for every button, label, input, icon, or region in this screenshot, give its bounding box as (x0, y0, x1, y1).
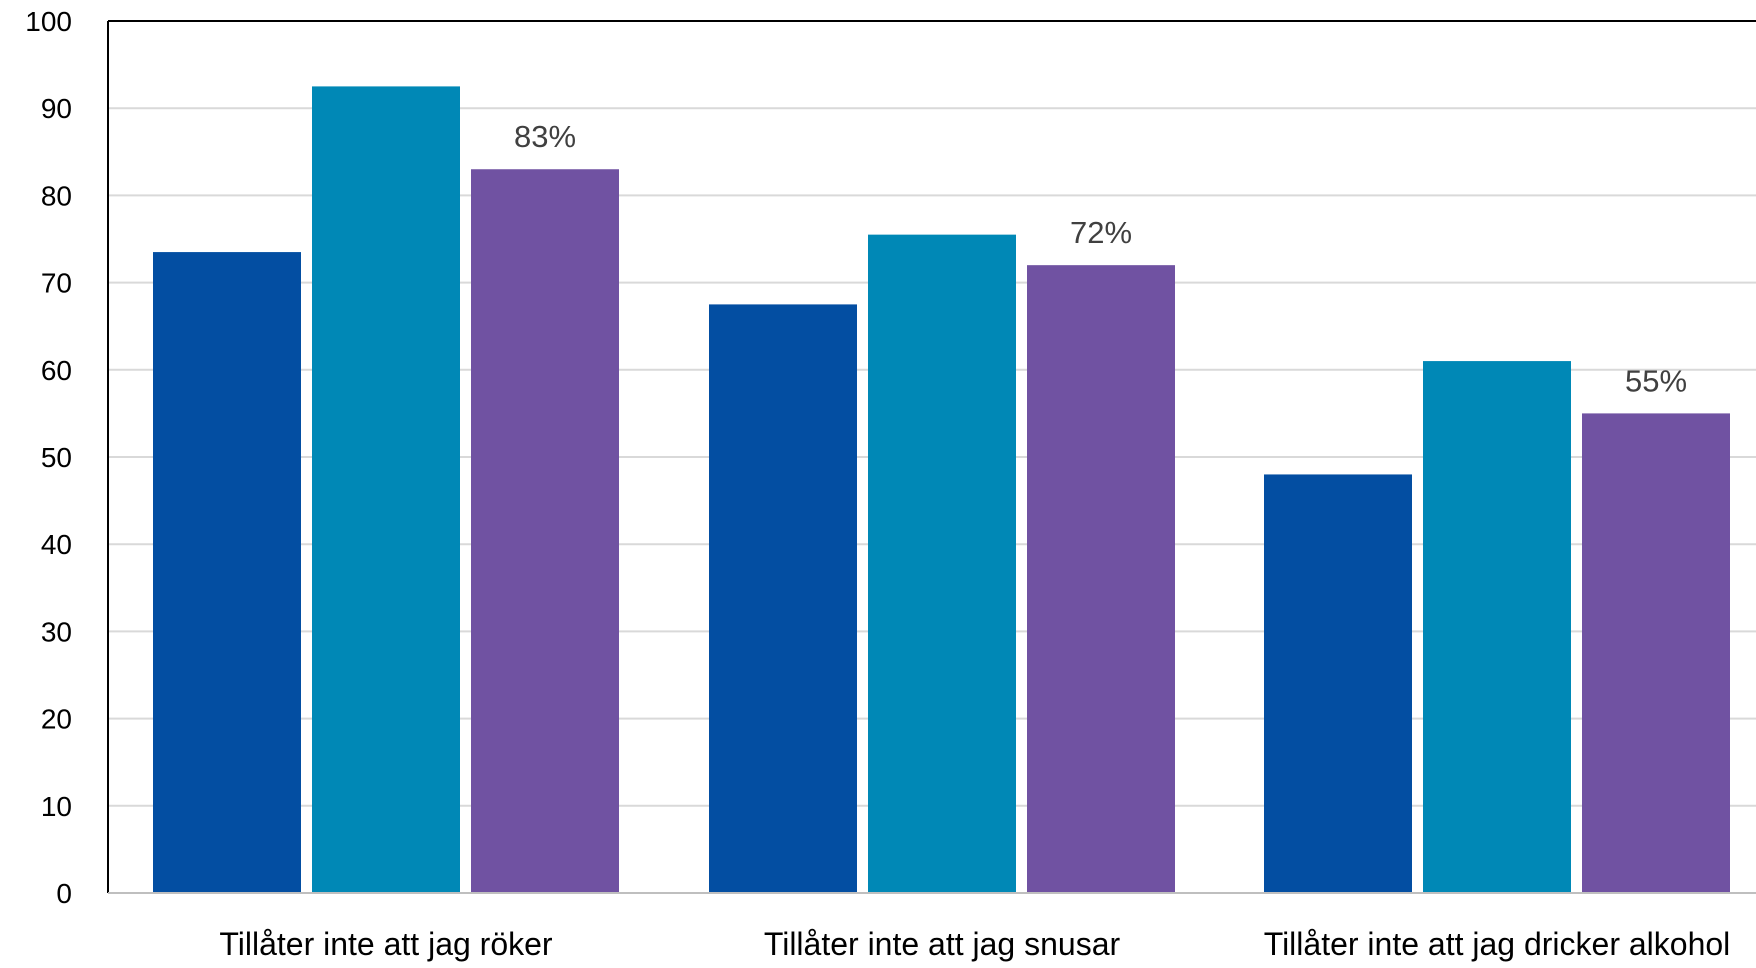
data-label: 55% (1625, 363, 1687, 398)
y-tick-label: 50 (41, 442, 72, 473)
labels: 0 10 20 30 40 50 60 70 80 90 100 83% Tillåter inte a… (25, 6, 1730, 962)
y-tick-label: 60 (41, 355, 72, 386)
bar (709, 304, 857, 893)
bar (868, 234, 1016, 893)
data-label: 72% (1070, 215, 1132, 250)
bars (153, 86, 1730, 894)
bar (471, 169, 619, 894)
y-tick-label: 90 (41, 93, 72, 124)
y-tick-label: 0 (56, 878, 72, 909)
bar (1027, 265, 1175, 893)
bar (153, 252, 301, 893)
axes (107, 20, 1756, 894)
y-tick-label: 10 (41, 791, 72, 822)
x-category-label: Tillåter inte att jag dricker alkohol (1264, 926, 1731, 962)
x-category-label: Tillåter inte att jag röker (219, 926, 553, 962)
bar (312, 86, 460, 893)
bar (1264, 474, 1412, 893)
y-tick-label: 20 (41, 704, 72, 735)
bar (1423, 361, 1571, 894)
bar (1582, 413, 1730, 893)
data-label: 83% (514, 119, 576, 154)
x-category-label: Tillåter inte att jag snusar (764, 926, 1121, 962)
y-tick-label: 100 (25, 6, 72, 37)
y-tick-label: 40 (41, 529, 72, 560)
y-tick-label: 30 (41, 616, 72, 647)
y-tick-label: 70 (41, 268, 72, 299)
y-tick-label: 80 (41, 180, 72, 211)
